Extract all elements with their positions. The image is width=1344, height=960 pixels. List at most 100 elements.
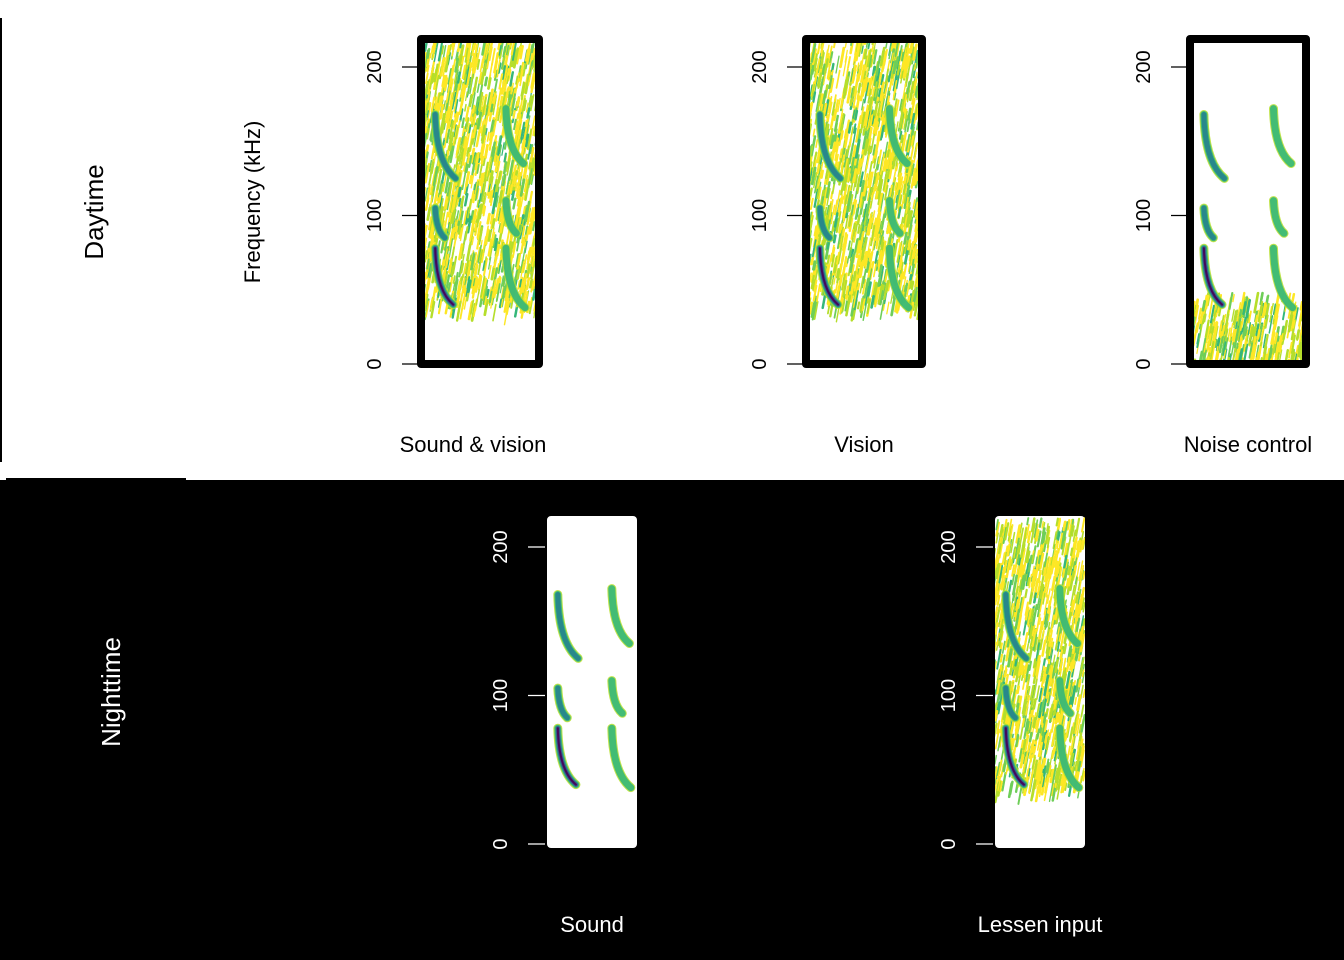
noise-streak [1041, 756, 1046, 769]
noise-streak [1051, 663, 1056, 679]
noise-streak [894, 41, 900, 58]
noise-streak [813, 171, 818, 189]
noise-streak [1056, 566, 1063, 588]
noise-streak [910, 112, 916, 130]
noise-streak [1052, 654, 1056, 667]
noise-streak [865, 196, 871, 218]
noise-streak [813, 188, 819, 208]
noise-streak [815, 139, 819, 148]
noise-streak [509, 184, 514, 194]
noise-streak [464, 117, 470, 133]
noise-streak [914, 85, 918, 96]
noise-streak [1058, 633, 1062, 642]
noise-streak [472, 251, 478, 271]
noise-streak [437, 40, 444, 62]
noise-streak [902, 93, 908, 114]
noise-streak [829, 134, 835, 150]
spectrogram-sound [553, 584, 636, 793]
noise-streak [1067, 565, 1072, 576]
noise-streak [477, 244, 482, 263]
noise-streak [1002, 526, 1008, 545]
noise-streak [482, 285, 488, 305]
noise-streak [1082, 770, 1085, 782]
noise-streak [1046, 536, 1051, 549]
noise-streak [424, 187, 429, 202]
noise-streak [867, 88, 872, 104]
noise-streak [444, 63, 449, 73]
noise-streak [830, 254, 836, 268]
noise-streak [1015, 716, 1021, 734]
noise-streak [1080, 738, 1084, 747]
noise-streak [1041, 531, 1047, 544]
noise-streak [469, 138, 473, 153]
noise-streak [439, 56, 446, 77]
noise-streak [914, 109, 919, 121]
noise-streak [839, 235, 844, 252]
noise-streak [499, 95, 504, 106]
noise-streak [874, 86, 878, 98]
noise-streak [865, 107, 871, 128]
noise-streak [478, 71, 483, 84]
noise-streak [1044, 734, 1048, 744]
noise-streak [430, 300, 436, 319]
noise-streak [456, 199, 459, 207]
noise-streak [520, 81, 525, 97]
noise-streak [872, 239, 877, 251]
noise-streak [880, 74, 885, 86]
noise-streak [855, 254, 861, 272]
noise-streak [1079, 745, 1085, 765]
noise-streak [442, 62, 447, 77]
noise-streak [1075, 517, 1081, 537]
noise-streak [870, 133, 876, 153]
noise-streak [907, 239, 912, 251]
noise-streak [484, 295, 488, 306]
noise-streak [902, 262, 908, 280]
noise-streak [1265, 347, 1271, 364]
noise-streak [878, 132, 883, 142]
noise-streak [859, 259, 864, 276]
noise-streak [1017, 656, 1022, 673]
call-syllable [817, 205, 832, 241]
noise-streak [512, 241, 517, 254]
noise-streak [452, 275, 456, 284]
noise-streak [1047, 628, 1051, 642]
noise-streak [868, 115, 873, 129]
noise-streak [853, 274, 859, 292]
noise-streak [526, 263, 531, 279]
noise-streak [850, 182, 854, 191]
noise-streak [430, 224, 435, 239]
noise-streak [854, 42, 859, 56]
noise-streak [1041, 561, 1046, 576]
noise-streak [1059, 649, 1064, 660]
noise-streak [888, 76, 894, 91]
noise-streak [1079, 564, 1085, 583]
noise-streak [1041, 719, 1046, 738]
noise-streak [475, 207, 480, 220]
noise-streak [998, 564, 1004, 584]
noise-streak [1222, 341, 1227, 356]
noise-streak [906, 89, 911, 103]
noise-streak [1055, 634, 1059, 644]
noise-streak [885, 279, 890, 294]
noise-streak [1024, 601, 1030, 616]
noise-streak [1069, 737, 1075, 756]
noise-streak [1039, 552, 1045, 570]
call-syllable [886, 244, 912, 312]
noise-streak [996, 720, 1001, 735]
noise-streak [842, 184, 848, 200]
noise-streak [895, 189, 901, 211]
noise-streak [1237, 335, 1243, 353]
noise-streak [853, 231, 857, 243]
noise-streak [470, 253, 476, 271]
noise-streak [883, 159, 889, 172]
noise-streak [425, 52, 431, 72]
noise-streak [455, 300, 462, 322]
row-label-day: Daytime [79, 164, 109, 259]
noise-streak [867, 54, 873, 72]
noise-streak [995, 603, 1002, 623]
noise-streak [1022, 573, 1027, 590]
noise-streak [833, 99, 840, 122]
noise-streak [1064, 561, 1069, 581]
noise-streak [483, 104, 487, 116]
noise-streak [1050, 556, 1054, 566]
